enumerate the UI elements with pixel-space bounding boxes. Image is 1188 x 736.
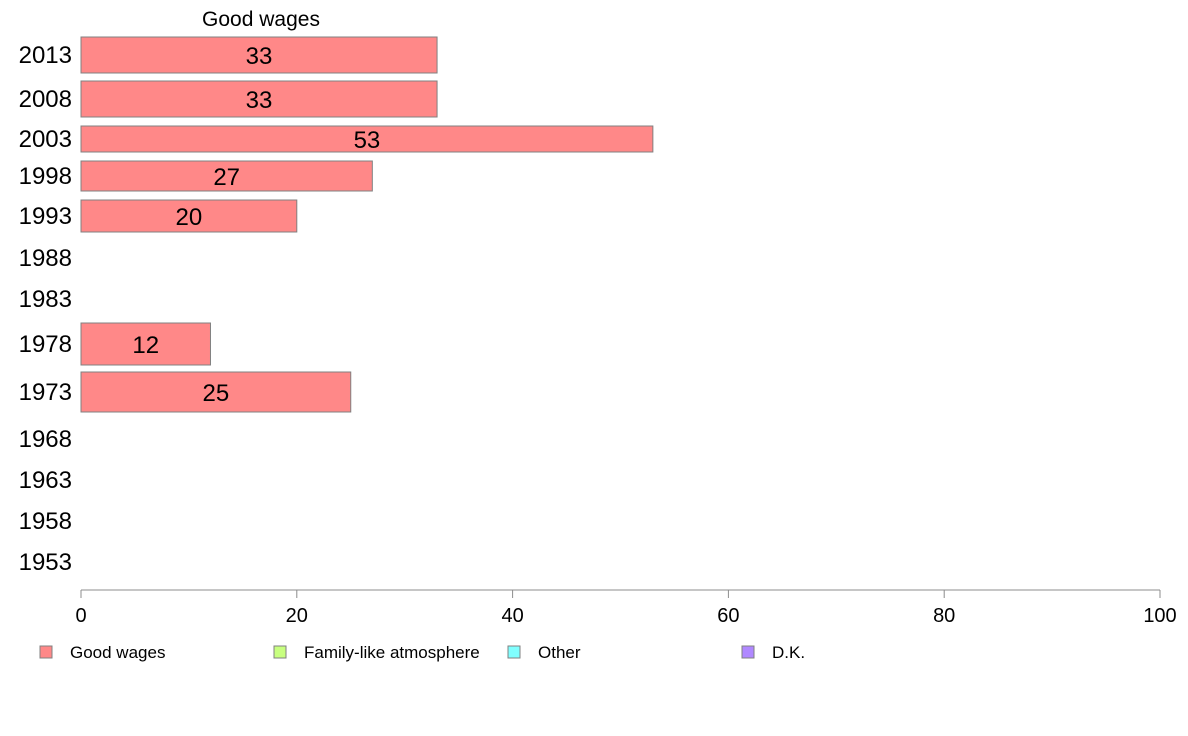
- value-label: 33: [246, 87, 273, 114]
- category-label: 1978: [19, 331, 72, 358]
- category-label: 1998: [19, 163, 72, 190]
- legend: Good wages Family-like atmosphere Other D.K…: [39, 643, 805, 662]
- category-label: 2003: [19, 126, 72, 153]
- legend-swatch: [273, 645, 287, 659]
- x-tick-label: 40: [501, 605, 523, 627]
- x-tick-label: 80: [933, 605, 955, 627]
- value-label: 27: [213, 164, 240, 191]
- legend-swatch: [39, 645, 53, 659]
- bars: [80, 36, 654, 413]
- bar: [80, 371, 352, 413]
- legend-label: Other: [538, 643, 581, 662]
- bar: [80, 36, 438, 74]
- bar: [80, 160, 373, 192]
- category-labels: 2013 2008 2003 1998 1993 1988 1983 1978 1973 1968…: [19, 42, 72, 576]
- legend-label: Good wages: [70, 643, 165, 662]
- value-label: 20: [176, 204, 203, 231]
- category-label: 1958: [19, 508, 72, 535]
- category-label: 1968: [19, 426, 72, 453]
- category-label: 2008: [19, 86, 72, 113]
- value-label: 12: [132, 332, 159, 359]
- legend-label: D.K.: [772, 643, 805, 662]
- x-tick-label: 0: [75, 605, 86, 627]
- chart-title: Good wages: [202, 8, 320, 31]
- legend-swatch: [507, 645, 521, 659]
- value-label: 25: [203, 380, 230, 407]
- bar: [80, 322, 211, 366]
- category-label: 1988: [19, 245, 72, 272]
- category-label: 1963: [19, 467, 72, 494]
- x-tick-label: 60: [717, 605, 739, 627]
- x-axis: 0 20 40 60 80 100: [75, 589, 1177, 627]
- value-labels: 33 33 53 27 20 12 25: [132, 43, 380, 407]
- x-tick-label: 20: [286, 605, 308, 627]
- category-label: 1993: [19, 203, 72, 230]
- legend-label: Family-like atmosphere: [304, 643, 480, 662]
- x-tick-label: 100: [1143, 605, 1176, 627]
- bar: [80, 199, 298, 233]
- category-label: 2013: [19, 42, 72, 69]
- bar: [80, 125, 654, 153]
- category-label: 1973: [19, 379, 72, 406]
- value-label: 33: [246, 43, 273, 70]
- bar: [80, 80, 438, 118]
- legend-swatch: [741, 645, 755, 659]
- value-label: 53: [354, 127, 381, 154]
- category-label: 1983: [19, 286, 72, 313]
- category-label: 1953: [19, 549, 72, 576]
